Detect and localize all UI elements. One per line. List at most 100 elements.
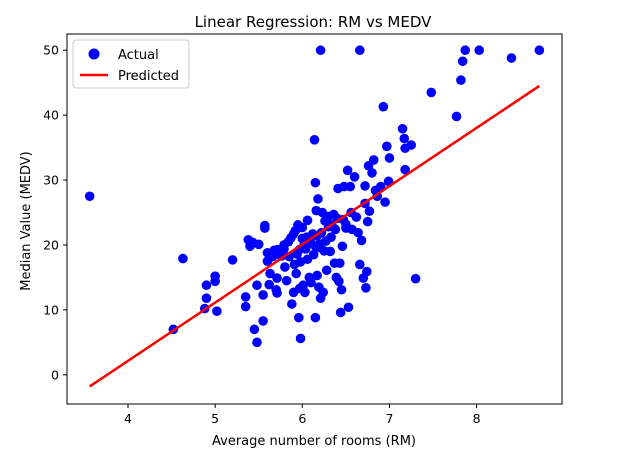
y-tick-label: 50	[43, 43, 59, 58]
predicted-series-line	[88, 84, 541, 388]
data-point	[297, 222, 308, 233]
data-point	[367, 168, 377, 178]
data-point	[210, 276, 220, 287]
data-point	[506, 53, 517, 63]
predicted-line	[88, 84, 541, 388]
data-point	[309, 135, 320, 145]
data-point	[362, 216, 373, 227]
data-point	[361, 266, 372, 277]
data-point	[310, 177, 321, 188]
data-point	[382, 141, 392, 152]
y-tick-label: 0	[51, 367, 59, 382]
data-point	[342, 165, 353, 176]
x-tick-label: 5	[211, 411, 219, 426]
data-point	[249, 324, 260, 335]
data-point	[295, 333, 306, 344]
data-point	[474, 45, 485, 56]
data-point	[201, 293, 212, 303]
data-point	[399, 133, 410, 144]
data-point	[364, 206, 375, 217]
y-tick-label: 40	[43, 108, 59, 123]
data-point	[308, 249, 319, 260]
data-point	[313, 194, 323, 204]
data-point	[360, 181, 370, 191]
x-axis-label: Average number of rooms (RM)	[212, 434, 416, 449]
y-tick-label: 20	[43, 237, 59, 252]
data-point	[355, 259, 365, 270]
data-point	[227, 255, 238, 265]
data-point	[335, 307, 346, 318]
data-point	[240, 301, 251, 312]
plot-border	[66, 33, 563, 405]
data-point	[287, 299, 297, 309]
plot-frame	[67, 34, 562, 404]
x-tick-label: 4	[124, 411, 132, 426]
data-point	[201, 280, 212, 291]
data-point	[280, 262, 290, 272]
data-point	[258, 290, 268, 300]
data-point	[84, 191, 95, 202]
data-point	[400, 164, 410, 175]
data-point	[258, 316, 268, 326]
data-point	[368, 155, 379, 165]
legend-actual-marker	[88, 48, 100, 60]
data-point	[361, 283, 371, 293]
data-point	[265, 268, 275, 279]
data-point	[460, 45, 471, 56]
data-point	[310, 312, 321, 323]
data-point	[384, 153, 395, 163]
data-point	[252, 337, 262, 348]
data-point	[334, 276, 344, 287]
data-point	[406, 140, 417, 150]
data-point	[281, 275, 292, 286]
data-point	[334, 258, 345, 268]
data-point	[252, 280, 262, 291]
data-point	[318, 287, 329, 298]
x-axis-ticks: 4 5 6 7 8	[124, 404, 481, 426]
data-point	[353, 227, 363, 238]
data-point	[457, 56, 468, 67]
data-point	[397, 123, 408, 134]
data-point	[294, 312, 304, 323]
data-point	[312, 270, 322, 281]
data-point	[306, 277, 316, 288]
data-point	[260, 220, 270, 231]
data-point	[325, 246, 335, 257]
data-point	[534, 45, 545, 56]
data-point	[253, 239, 264, 250]
legend: Actual Predicted	[72, 39, 190, 89]
y-tick-label: 10	[43, 302, 59, 317]
y-axis-ticks: 0 10 20 30 40 50	[43, 43, 67, 382]
data-point	[291, 268, 301, 279]
x-tick-label: 7	[385, 411, 393, 426]
data-point	[355, 45, 365, 56]
plot-area: 4 5 6 7 8 0 10 20 30 40 50	[43, 33, 563, 426]
data-point	[326, 232, 336, 242]
chart-title: Linear Regression: RM vs MEDV	[195, 13, 433, 31]
data-point	[380, 197, 390, 207]
x-tick-label: 6	[298, 411, 306, 426]
data-point	[264, 279, 274, 290]
data-point	[302, 215, 313, 226]
data-point	[321, 265, 332, 276]
y-tick-label: 30	[43, 173, 59, 188]
data-point	[178, 253, 188, 264]
data-point	[212, 306, 222, 316]
data-point	[349, 172, 360, 182]
data-point	[345, 181, 356, 192]
data-point	[300, 287, 310, 298]
data-point	[240, 292, 251, 302]
legend-predicted-label: Predicted	[118, 69, 179, 84]
data-point	[337, 241, 348, 252]
data-point	[272, 273, 282, 283]
data-point	[451, 111, 462, 122]
data-point	[343, 302, 354, 313]
legend-actual-label: Actual	[118, 48, 159, 63]
data-point	[336, 284, 347, 295]
data-point	[315, 45, 326, 56]
data-point	[356, 235, 367, 246]
data-point	[330, 224, 341, 235]
data-point	[272, 288, 282, 298]
data-point	[456, 75, 466, 85]
